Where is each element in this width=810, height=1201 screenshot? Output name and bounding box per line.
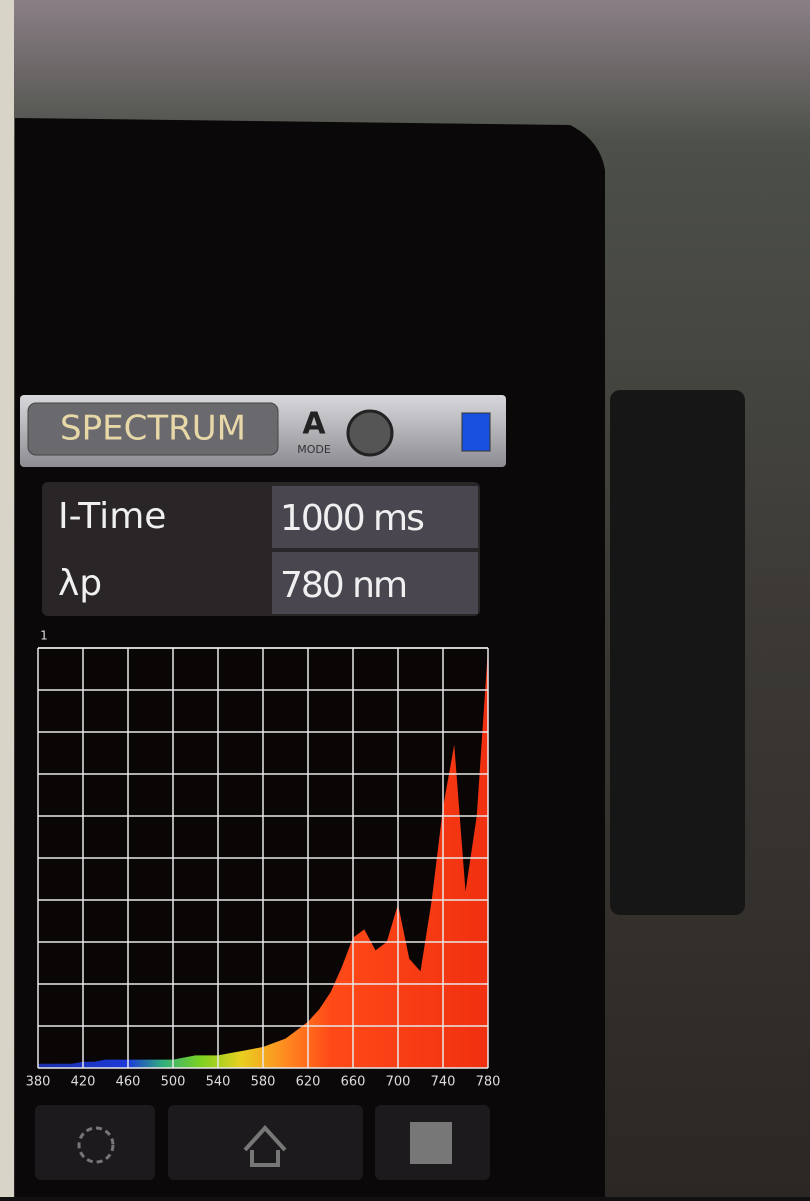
x-tick-label: 780 [476,1075,501,1090]
chart: 380 420 460 500 540 580 620 660 700 740 780 1 [26,629,501,1090]
mode-letter: A [302,407,326,442]
mode-button-label: SPECTRUM [60,409,246,449]
shutter-icon[interactable] [346,409,394,457]
y-tick-label: 1 [40,629,48,643]
x-tick-label: 740 [431,1075,456,1090]
clip-device [610,390,745,915]
row-value: 780 nm [280,565,406,606]
row-label: λp [58,563,102,604]
settings-icon [77,1126,115,1164]
spectrum-area [38,648,488,1068]
x-tick-label: 540 [206,1075,231,1090]
battery-icon [461,412,491,452]
row-value: 1000 ms [280,498,423,539]
x-tick-label: 500 [161,1075,186,1090]
x-tick-label: 420 [71,1075,96,1090]
home-button[interactable] [168,1105,363,1180]
mode-label: MODE [297,443,331,456]
x-tick-label: 620 [296,1075,321,1090]
row-label: I-Time [58,496,166,537]
save-icon [410,1122,452,1164]
settings-button[interactable] [35,1105,155,1180]
x-tick-label: 700 [386,1075,411,1090]
x-tick-label: 460 [116,1075,141,1090]
home-icon [243,1125,287,1167]
x-tick-label: 380 [26,1075,51,1090]
wall [0,0,14,1197]
value-cell [272,552,478,614]
value-cell [272,486,478,548]
x-tick-label: 580 [251,1075,276,1090]
mode-button[interactable] [27,402,279,456]
x-tick-label: 660 [341,1075,366,1090]
